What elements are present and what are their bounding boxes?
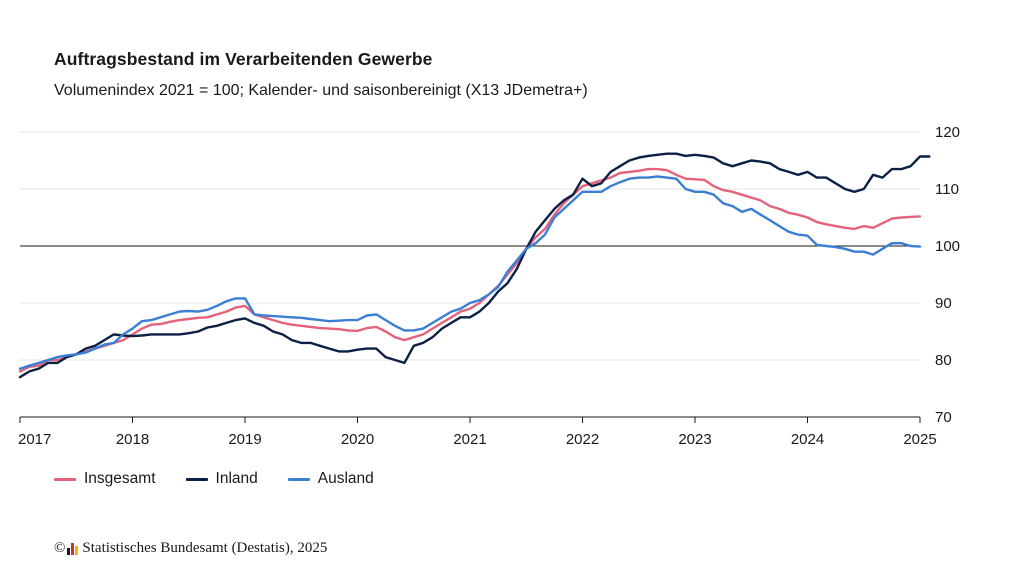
legend-swatch-insgesamt [54, 477, 76, 481]
source-text: Statistisches Bundesamt (Destatis), 2025 [82, 540, 328, 556]
legend-item-insgesamt: Insgesamt [54, 470, 156, 488]
copyright-symbol: © [54, 540, 66, 556]
chart-title: Auftragsbestand im Verarbeitenden Gewerb… [54, 49, 433, 69]
series-line-inland [18, 152, 931, 379]
legend: Insgesamt Inland Ausland [54, 470, 404, 488]
grid-layer [20, 131, 920, 361]
y-tick-label: 120 [935, 124, 960, 141]
x-tick-label: 2021 [453, 431, 486, 448]
y-tick-label: 90 [935, 295, 952, 312]
destatis-logo-icon [67, 542, 79, 555]
y-tick-label: 100 [935, 238, 960, 255]
y-tick-label: 110 [935, 181, 959, 198]
legend-swatch-inland [185, 477, 208, 481]
legend-item-inland: Inland [185, 470, 258, 488]
y-tick-label: 70 [935, 409, 952, 426]
series-line-insgesamt [18, 167, 922, 373]
x-tick-label: 2020 [341, 431, 374, 448]
legend-item-ausland: Ausland [287, 470, 374, 488]
legend-label-insgesamt: Insgesamt [84, 470, 156, 487]
chart-subtitle: Volumenindex 2021 = 100; Kalender- und s… [54, 82, 588, 99]
x-tick-label: 2025 [903, 431, 936, 448]
series-line-ausland [18, 175, 922, 370]
x-tick-label: 2022 [566, 431, 599, 448]
x-tick-label: 2018 [116, 431, 149, 448]
source-footer: © Statistisches Bundesamt (Destatis), 20… [54, 540, 327, 557]
x-tick-label: 2019 [228, 431, 261, 448]
x-tick-label: 2023 [678, 431, 711, 448]
axis-layer: 70 80 90 100 110 120 2017 2018 2019 2020 2021 2022 2… [18, 124, 960, 448]
y-tick-label: 80 [935, 352, 952, 369]
x-tick-label: 2024 [791, 431, 824, 448]
legend-swatch-ausland [287, 477, 310, 481]
legend-label-inland: Inland [215, 470, 258, 487]
series-layer [18, 152, 931, 379]
x-tick-label: 2017 [18, 431, 51, 448]
legend-label-ausland: Ausland [317, 470, 374, 487]
